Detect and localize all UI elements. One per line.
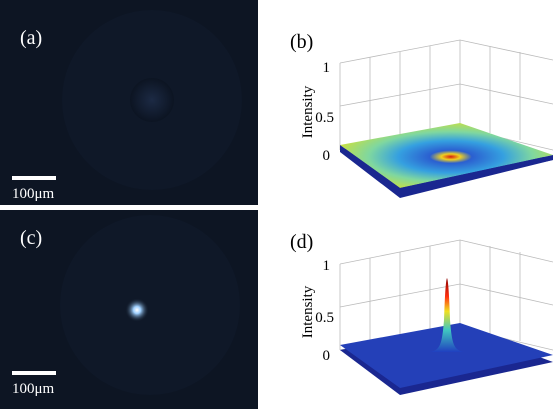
spot [130,78,174,122]
scale-text: 100μm [12,186,55,202]
tick-label: 0.5 [315,110,334,126]
tick-label: 1 [323,60,331,76]
figure: (a) 100μm (c) 100μm (b) Intensity 1 0.5 … [0,0,553,409]
panel-label: (a) [20,27,42,49]
axis-label: Intensity [300,85,316,138]
plot-b: (b) Intensity 1 0.5 0 [290,31,553,198]
axis-label: Intensity [300,285,316,338]
tick-label: 0.5 [315,310,334,326]
tick-label: 0 [323,148,331,164]
scale-text: 100μm [12,381,55,397]
halo [60,215,240,395]
tick-label: 1 [323,258,331,274]
panel-label: (b) [290,31,313,53]
scale-bar [12,176,56,180]
spot [125,298,149,322]
panel-label: (d) [290,231,313,253]
panel-label: (c) [20,227,42,249]
tick-label: 0 [323,348,331,364]
plot-d: (d) Intensity 1 0.5 0 [290,231,553,395]
scale-bar [12,371,56,375]
